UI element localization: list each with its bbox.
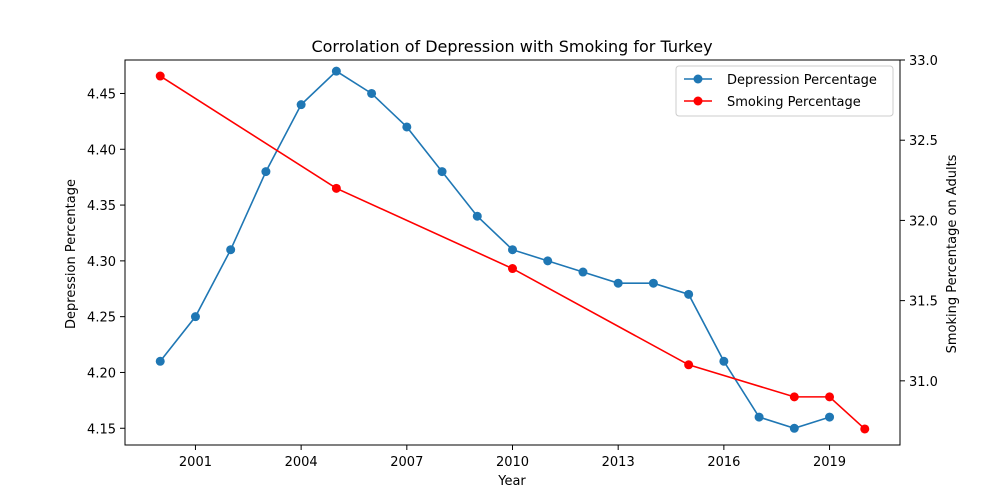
y-right-tick-label: 31.0 [909,375,938,390]
x-tick-label: 2019 [813,455,846,470]
depression-percentage-point [437,167,447,177]
depression-percentage-point [367,88,377,98]
chart-title: Corrolation of Depression with Smoking f… [311,37,712,56]
y-right-tick-label: 33.0 [909,54,938,69]
depression-percentage-point [508,245,517,255]
y-left-tick-label: 4.20 [87,366,116,381]
depression-percentage-point [789,423,799,433]
smoking-percentage-point [825,392,835,402]
x-tick-label: 2007 [390,455,423,470]
y-left-tick-label: 4.35 [87,199,116,214]
y-left-tick-label: 4.40 [87,143,116,158]
y-right-tick-label: 31.5 [909,295,938,310]
y-axis-right-label: Smoking Percentage on Adults [945,154,960,353]
smoking-percentage-point [508,264,517,274]
plot-area [155,66,870,434]
depression-percentage-point [648,278,658,288]
depression-percentage-point [684,289,694,299]
legend-box [675,65,894,117]
smoking-percentage-point [155,71,165,81]
y-left-tick-label: 4.25 [87,311,116,326]
depression-percentage-point [261,167,271,177]
x-tick-label: 2013 [602,455,635,470]
y-right-tick-label: 32.5 [909,134,938,149]
depression-percentage-legend-label: Depression Percentage [727,73,877,88]
y-axis-left-label: Depression Percentage [64,179,79,329]
depression-percentage-point [190,312,200,322]
y-left-tick-label: 4.15 [87,422,116,437]
depression-percentage-legend-marker [693,74,703,84]
x-tick-label: 2004 [285,455,318,470]
smoking-percentage-point [860,424,870,434]
depression-percentage-point [472,211,482,221]
depression-percentage-line [159,70,830,430]
smoking-percentage-legend-marker [693,96,703,106]
depression-percentage-point [543,256,553,266]
y-left-tick-label: 4.45 [87,87,116,102]
y-right-tick-label: 32.0 [909,214,938,229]
depression-percentage-point [578,267,588,277]
y-left-tick-label: 4.30 [87,255,116,270]
depression-percentage-point [402,122,412,132]
smoking-percentage-point [331,183,341,193]
smoking-percentage-point [684,360,694,370]
depression-percentage-point [155,356,165,366]
x-tick-label: 2001 [179,455,212,470]
depression-percentage-point [719,356,729,366]
x-axis-label: Year [497,474,526,489]
x-tick-label: 2016 [707,455,740,470]
depression-percentage-point [613,278,623,288]
depression-percentage-point [331,66,341,76]
depression-percentage-point [754,412,764,422]
depression-percentage-point [296,100,306,110]
depression-percentage-point [825,412,835,422]
depression-percentage-point [226,245,236,255]
smoking-percentage-point [789,392,799,402]
x-tick-label: 2010 [496,455,529,470]
legend: Depression Percentage Smoking Percentage [675,65,894,117]
smoking-percentage-legend-label: Smoking Percentage [727,95,861,110]
